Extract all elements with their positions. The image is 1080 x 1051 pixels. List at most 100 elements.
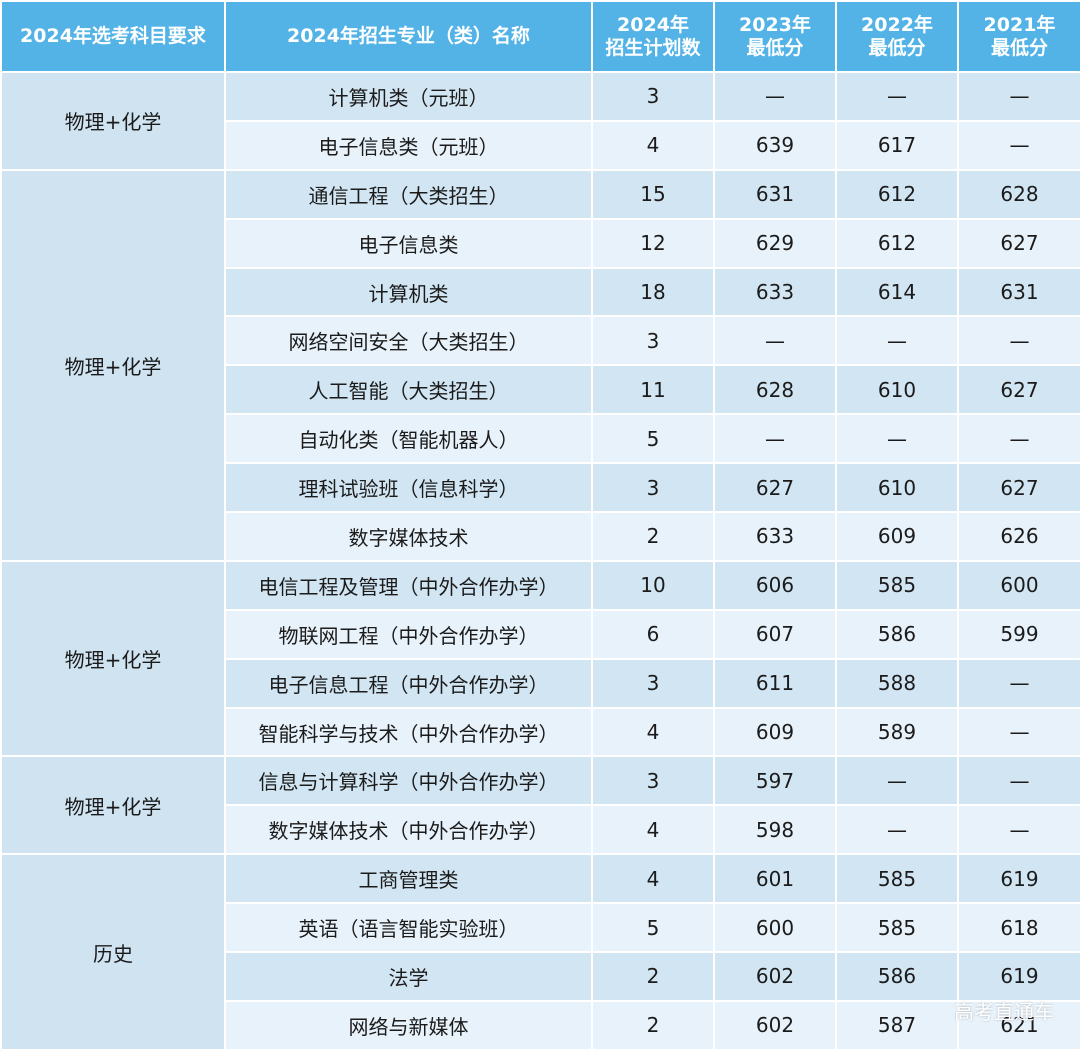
y2021-cell: — <box>957 71 1080 122</box>
table-row: 数字媒体技术（中外合作办学） 4 598— — <box>1 804 1080 856</box>
table-row: 理科试验班（信息科学） 3 627 610 627 <box>1 462 1080 514</box>
header-major: 2024年招生专业（类）名称 <box>224 0 593 73</box>
major-cell: 理科试验班（信息科学） <box>224 462 593 514</box>
y2022-cell: 588 <box>835 657 959 709</box>
y2022-cell: 585 <box>835 559 959 611</box>
table-row: 电子信息类 12 629 612 627 <box>1 217 1080 269</box>
y2022-cell: 614 <box>835 266 959 318</box>
y2023-cell: 600 <box>713 902 837 954</box>
table-row: 计算机类 18 633 614 631 <box>1 266 1080 318</box>
plan-cell: 12 <box>591 217 715 269</box>
y2023-cell: 597 <box>713 755 837 807</box>
plan-cell: 6 <box>591 608 715 660</box>
y2021-cell: 621 <box>957 999 1080 1051</box>
y2022-cell: 587 <box>835 999 959 1051</box>
y2021-cell: 628 <box>957 168 1080 220</box>
major-cell: 自动化类（智能机器人） <box>224 413 593 465</box>
y2022-cell: 585 <box>835 902 959 954</box>
table-row: 网络与新媒体 2 602 587 621 <box>1 999 1080 1051</box>
plan-cell: 3 <box>591 71 715 122</box>
table-header-row: 2024年选考科目要求 2024年招生专业（类）名称 2024年 招生计划数 2… <box>0 0 1080 73</box>
y2022-cell: 610 <box>835 462 959 514</box>
y2021-cell: 619 <box>957 951 1080 1002</box>
plan-cell: 4 <box>591 804 715 856</box>
table-row: 物理+化学 通信工程（大类招生） 15 631 612 628 <box>0 168 1080 562</box>
y2021-cell: — <box>957 119 1080 171</box>
header-plan-line2: 招生计划数 <box>605 36 701 59</box>
y2021-cell: 600 <box>957 559 1080 611</box>
table-row: 物理+化学 计算机类（元班） 3— — — <box>0 71 1080 171</box>
major-cell: 物联网工程（中外合作办学） <box>224 608 593 660</box>
plan-cell: 10 <box>591 559 715 611</box>
plan-cell: 15 <box>591 168 715 220</box>
y2022-cell: 589 <box>835 706 959 758</box>
header-2022-line1: 2022年 <box>861 13 933 36</box>
plan-cell: 3 <box>591 755 715 807</box>
header-plan-line1: 2024年 <box>617 13 689 36</box>
major-cell: 网络空间安全（大类招生） <box>224 315 593 367</box>
plan-cell: 2 <box>591 511 715 562</box>
y2023-cell: 627 <box>713 462 837 514</box>
y2023-cell: — <box>713 413 837 465</box>
major-cell: 法学 <box>224 951 593 1002</box>
y2022-cell: 617 <box>835 119 959 171</box>
table-row: 英语（语言智能实验班） 5 600 585 618 <box>1 902 1080 954</box>
subject-requirement-cell: 历史 <box>0 853 226 1051</box>
table-row: 电子信息类（元班） 4 639 617— <box>1 119 1080 171</box>
y2023-cell: 601 <box>713 853 837 905</box>
plan-cell: 18 <box>591 266 715 318</box>
plan-cell: 3 <box>591 462 715 514</box>
table-row: 物联网工程（中外合作办学） 6 607 586 599 <box>1 608 1080 660</box>
plan-cell: 5 <box>591 902 715 954</box>
table-row: 数字媒体技术 2 633 609 626 <box>1 511 1080 562</box>
y2021-cell: 627 <box>957 217 1080 269</box>
y2022-cell: — <box>835 71 959 122</box>
header-2021: 2021年 最低分 <box>957 0 1080 73</box>
y2022-cell: 612 <box>835 168 959 220</box>
y2021-cell: — <box>957 755 1080 807</box>
y2022-cell: 610 <box>835 364 959 416</box>
y2022-cell: 585 <box>835 853 959 905</box>
y2023-cell: — <box>713 71 837 122</box>
y2023-cell: 639 <box>713 119 837 171</box>
header-2022: 2022年 最低分 <box>835 0 959 73</box>
y2023-cell: 602 <box>713 999 837 1051</box>
major-cell: 数字媒体技术 <box>224 511 593 562</box>
table-row: 物理+化学 信息与计算科学（中外合作办学） 3 597— — <box>0 755 1080 856</box>
y2021-cell: 627 <box>957 364 1080 416</box>
subject-requirement-cell: 物理+化学 <box>0 168 226 562</box>
header-subject: 2024年选考科目要求 <box>0 0 226 73</box>
y2021-cell: 627 <box>957 462 1080 514</box>
header-plan: 2024年 招生计划数 <box>591 0 715 73</box>
y2023-cell: 629 <box>713 217 837 269</box>
y2021-cell: 619 <box>957 853 1080 905</box>
y2023-cell: 598 <box>713 804 837 856</box>
y2022-cell: 586 <box>835 608 959 660</box>
y2021-cell: 631 <box>957 266 1080 318</box>
y2023-cell: — <box>713 315 837 367</box>
y2023-cell: 606 <box>713 559 837 611</box>
major-cell: 信息与计算科学（中外合作办学） <box>224 755 593 807</box>
major-cell: 数字媒体技术（中外合作办学） <box>224 804 593 856</box>
plan-cell: 3 <box>591 657 715 709</box>
y2022-cell: — <box>835 804 959 856</box>
major-cell: 计算机类（元班） <box>224 71 593 122</box>
table-row: 法学 2 602 586 619 <box>1 951 1080 1002</box>
major-cell: 人工智能（大类招生） <box>224 364 593 416</box>
plan-cell: 4 <box>591 119 715 171</box>
subject-requirement-cell: 物理+化学 <box>0 71 226 171</box>
major-cell: 电子信息工程（中外合作办学） <box>224 657 593 709</box>
major-cell: 通信工程（大类招生） <box>224 168 593 220</box>
table-row: 历史 工商管理类 4 601 585 619 <box>0 853 1080 1051</box>
major-cell: 电信工程及管理（中外合作办学） <box>224 559 593 611</box>
table-row: 电子信息工程（中外合作办学） 3 611 588— <box>1 657 1080 709</box>
y2023-cell: 631 <box>713 168 837 220</box>
major-cell: 英语（语言智能实验班） <box>224 902 593 954</box>
y2021-cell: — <box>957 657 1080 709</box>
subject-requirement-cell: 物理+化学 <box>0 755 226 856</box>
header-2023-line1: 2023年 <box>739 13 811 36</box>
plan-cell: 3 <box>591 315 715 367</box>
y2023-cell: 602 <box>713 951 837 1002</box>
y2021-cell: — <box>957 804 1080 856</box>
